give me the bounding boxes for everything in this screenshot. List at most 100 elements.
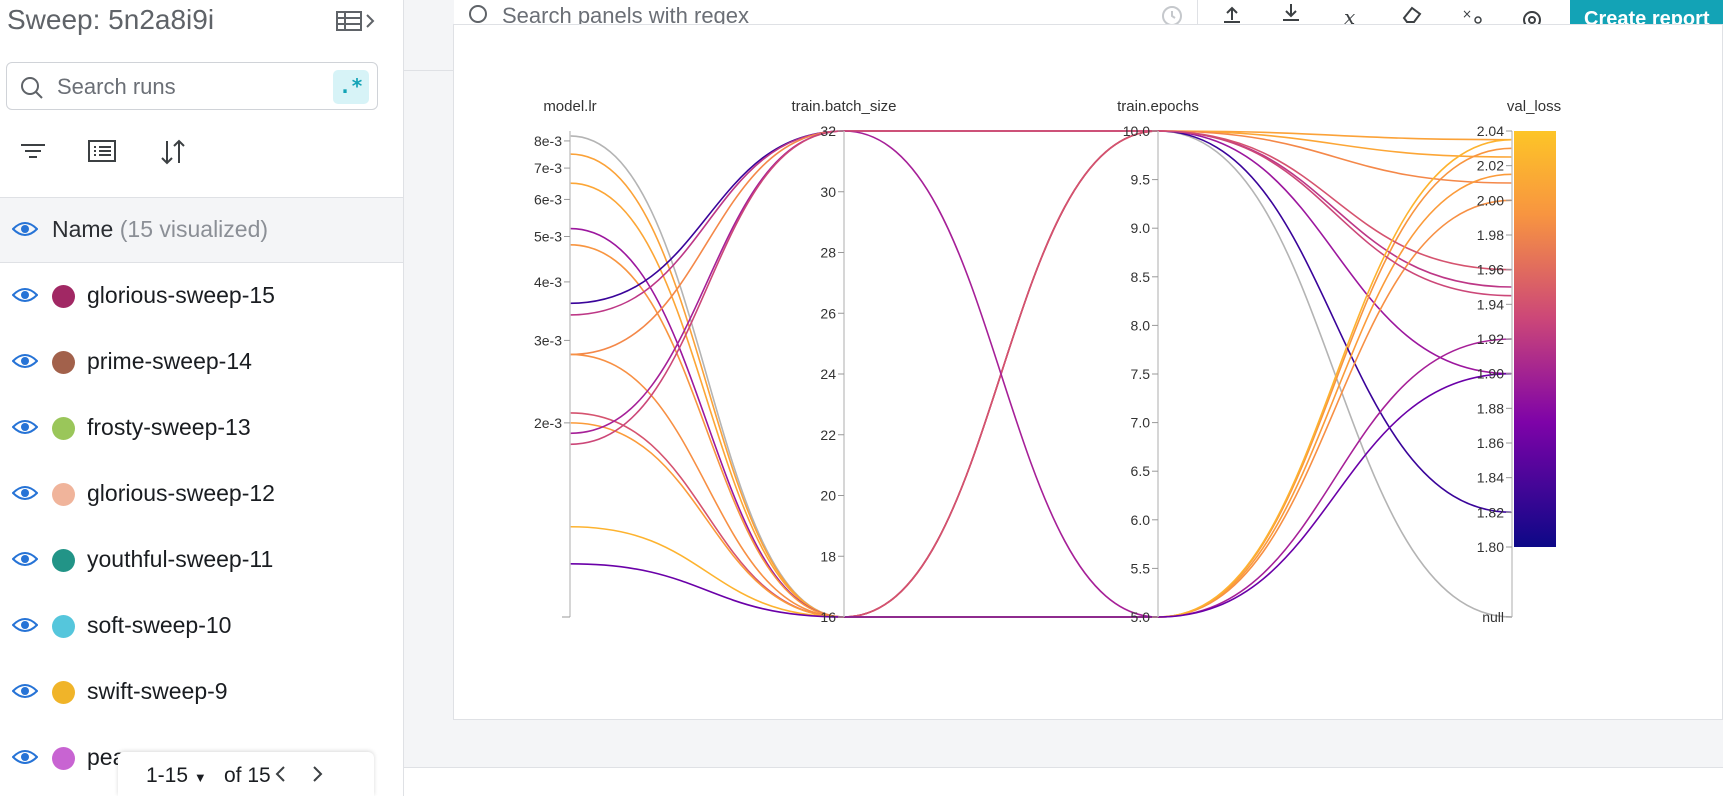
run-line[interactable] — [569, 130, 1513, 618]
run-name[interactable]: prime-sweep-14 — [87, 348, 252, 374]
runs-sidebar: Sweep: 5n2a8i9i .* — [0, 0, 404, 796]
run-line[interactable] — [569, 130, 1513, 618]
tick-label: 16 — [820, 609, 836, 625]
table-icon — [336, 11, 375, 31]
run-color-dot[interactable] — [52, 483, 75, 506]
tick-label: 1.96 — [1477, 262, 1504, 278]
run-line[interactable] — [569, 130, 1513, 446]
eye-icon[interactable] — [12, 484, 38, 502]
tick-label: 3e-3 — [534, 332, 562, 348]
tick-label: 7e-3 — [534, 160, 562, 176]
bottom-strip — [404, 768, 1723, 796]
run-row[interactable]: youthful-sweep-11 — [0, 528, 403, 594]
tick-label: 1.92 — [1477, 331, 1504, 347]
filter-button[interactable] — [18, 137, 52, 171]
gear-icon[interactable] — [1518, 2, 1546, 24]
run-line[interactable] — [569, 130, 1513, 618]
parallel-coordinates-chart: model.lr 8e-3 7e-3 6e-3 5e-3 4e-3 3e-3 2e-3 trai… — [534, 98, 1561, 625]
table-view-toggle[interactable] — [336, 9, 378, 33]
group-button[interactable] — [88, 137, 122, 171]
divider — [404, 70, 454, 71]
eye-icon[interactable] — [12, 550, 38, 568]
divider — [404, 767, 1723, 768]
axis-title: val_loss — [1507, 98, 1561, 115]
tick-label: 1.98 — [1477, 227, 1504, 243]
tick-label: 18 — [820, 548, 836, 564]
run-line[interactable] — [569, 130, 1513, 514]
eye-icon[interactable] — [12, 682, 38, 700]
tick-label: 9.0 — [1131, 220, 1151, 236]
eye-icon[interactable] — [12, 748, 38, 766]
history-icon[interactable] — [1158, 2, 1186, 24]
tick-label: 5.0 — [1131, 609, 1151, 625]
pagination: 1-15 ▼ of 15 — [118, 752, 374, 796]
run-row[interactable]: swift-sweep-9 — [0, 660, 403, 726]
svg-text:×: × — [1462, 7, 1472, 21]
download-icon[interactable] — [1277, 2, 1305, 24]
run-tools — [0, 137, 403, 171]
parallel-coordinates-panel: model.lr 8e-3 7e-3 6e-3 5e-3 4e-3 3e-3 2e-3 trai… — [453, 24, 1723, 720]
run-search-input[interactable] — [55, 71, 329, 103]
run-row[interactable]: glorious-sweep-15 — [0, 264, 403, 330]
tick-label: 5.5 — [1131, 560, 1151, 576]
eye-icon[interactable] — [12, 286, 38, 304]
run-color-dot[interactable] — [52, 285, 75, 308]
scatter-icon[interactable]: × — [1458, 2, 1486, 24]
eye-icon[interactable] — [12, 418, 38, 436]
run-line[interactable] — [569, 130, 1513, 618]
create-report-button[interactable]: Create report — [1570, 0, 1723, 24]
tick-label: 6e-3 — [534, 191, 562, 207]
run-line[interactable] — [569, 130, 1513, 618]
tick-label: 4e-3 — [534, 274, 562, 290]
run-name[interactable]: glorious-sweep-12 — [87, 480, 275, 506]
name-column-header: Name (15 visualized) — [0, 197, 403, 263]
run-row[interactable]: frosty-sweep-13 — [0, 396, 403, 462]
upload-icon[interactable] — [1218, 2, 1246, 24]
run-line[interactable] — [569, 372, 1513, 618]
run-color-dot[interactable] — [52, 681, 75, 704]
run-color-dot[interactable] — [52, 747, 75, 770]
run-color-dot[interactable] — [52, 417, 75, 440]
eye-icon[interactable] — [12, 220, 38, 238]
run-name[interactable]: swift-sweep-9 — [87, 678, 228, 704]
tick-label: 26 — [820, 305, 836, 321]
next-page-button[interactable] — [304, 760, 330, 788]
colorbar — [1514, 131, 1556, 547]
run-row[interactable]: glorious-sweep-12 — [0, 462, 403, 528]
tick-label: 9.5 — [1131, 172, 1151, 188]
sort-icon — [161, 139, 185, 165]
run-name[interactable]: soft-sweep-10 — [87, 612, 232, 638]
run-name[interactable]: frosty-sweep-13 — [87, 414, 251, 440]
function-icon[interactable]: x — [1338, 2, 1366, 24]
run-name[interactable]: youthful-sweep-11 — [87, 546, 274, 572]
run-line[interactable] — [569, 130, 1513, 618]
filter-icon — [21, 144, 45, 158]
run-lines — [569, 130, 1513, 618]
caret-down-icon: ▼ — [193, 770, 207, 785]
regex-toggle-button[interactable]: .* — [333, 70, 369, 104]
run-line[interactable] — [569, 199, 1513, 618]
run-row[interactable]: prime-sweep-14 — [0, 330, 403, 396]
run-row[interactable]: soft-sweep-10 — [0, 594, 403, 660]
run-color-dot[interactable] — [52, 351, 75, 374]
run-line[interactable] — [569, 130, 1513, 356]
tick-label: 8.5 — [1131, 269, 1151, 285]
eye-icon[interactable] — [12, 352, 38, 370]
prev-page-button[interactable] — [268, 760, 294, 788]
tick-label: 10.0 — [1123, 123, 1150, 139]
chevron-left-icon — [275, 766, 285, 782]
tick-label: 2.00 — [1477, 192, 1504, 208]
tick-label: 7.5 — [1131, 366, 1151, 382]
run-line[interactable] — [569, 147, 1513, 618]
tick-label: 20 — [820, 488, 836, 504]
eye-icon[interactable] — [12, 616, 38, 634]
run-color-dot[interactable] — [52, 615, 75, 638]
tick-label: 5e-3 — [534, 229, 562, 245]
page-range-select[interactable]: 1-15 ▼ — [146, 764, 207, 787]
sort-button[interactable] — [158, 137, 192, 171]
eraser-icon[interactable] — [1398, 2, 1426, 24]
tick-label: 1.84 — [1477, 470, 1504, 486]
run-name[interactable]: glorious-sweep-15 — [87, 282, 275, 308]
tick-label: 22 — [820, 427, 836, 443]
run-color-dot[interactable] — [52, 549, 75, 572]
